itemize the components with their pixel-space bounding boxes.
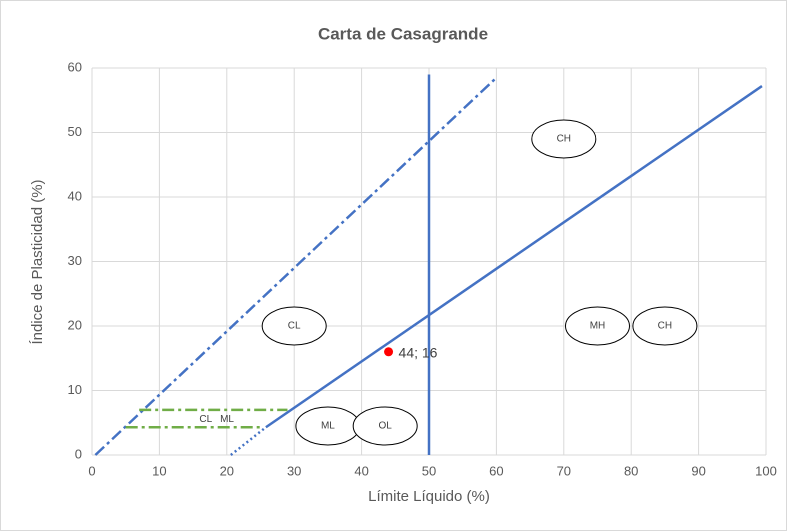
x-tick-label: 0 — [88, 463, 95, 478]
x-tick-label: 60 — [489, 463, 503, 478]
x-tick-label: 20 — [220, 463, 234, 478]
y-tick-label: 0 — [75, 446, 82, 461]
annotation-text: MH — [590, 321, 606, 332]
annotation-ellipse — [565, 306, 630, 346]
annotation-ellipse — [352, 406, 418, 446]
annotation-text: CL — [288, 321, 301, 332]
x-tick-label: 50 — [422, 463, 436, 478]
x-tick-label: 10 — [152, 463, 166, 478]
annotation-ellipse — [261, 306, 327, 346]
y-tick-label: 10 — [68, 382, 82, 397]
annotation-text: CL ML — [199, 414, 234, 425]
annotation-text: ML — [321, 421, 335, 432]
annotation-text: CH — [658, 321, 672, 332]
annotation-text: OL — [379, 421, 393, 432]
annotation-ellipse — [632, 306, 698, 346]
x-tick-label: 30 — [287, 463, 301, 478]
data-label: 44; 16 — [399, 345, 438, 361]
y-axis-label: Índice de Plasticidad (%) — [29, 179, 46, 344]
annotation-ellipse — [531, 119, 597, 159]
x-tick-label: 100 — [755, 463, 777, 478]
y-tick-label: 20 — [68, 317, 82, 332]
y-tick-label: 30 — [68, 253, 82, 268]
x-tick-label: 40 — [354, 463, 368, 478]
x-axis-label: Límite Líquido (%) — [368, 488, 490, 505]
x-tick-label: 70 — [557, 463, 571, 478]
annotation-text: CH — [557, 134, 571, 145]
y-tick-label: 50 — [68, 124, 82, 139]
y-tick-label: 60 — [68, 59, 82, 74]
x-tick-label: 90 — [691, 463, 705, 478]
data-point — [384, 347, 394, 357]
chart-title: Carta de Casagrande — [318, 24, 488, 43]
series-line — [265, 85, 763, 429]
x-tick-label: 80 — [624, 463, 638, 478]
y-tick-label: 40 — [68, 188, 82, 203]
